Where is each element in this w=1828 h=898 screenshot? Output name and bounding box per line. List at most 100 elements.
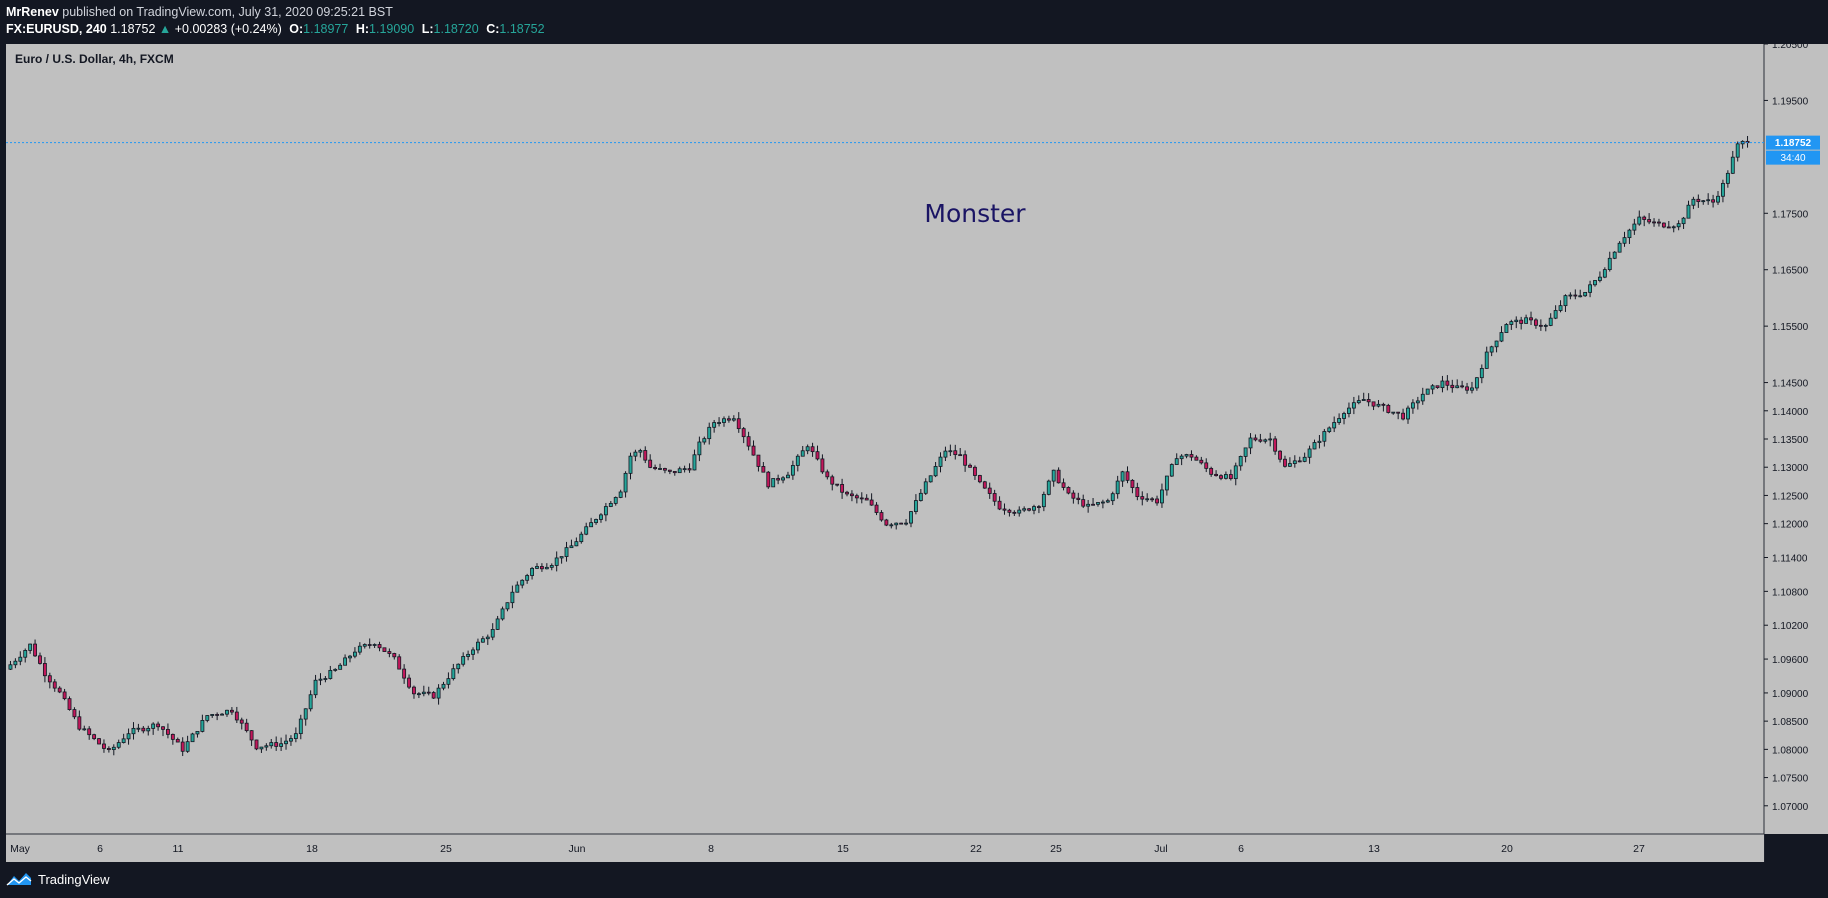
candle-body-up — [1032, 506, 1036, 511]
candle — [23, 648, 28, 663]
candle — [1184, 453, 1189, 459]
candle-body-down — [968, 464, 972, 468]
candle-body-up — [1602, 269, 1607, 278]
candle — [539, 563, 544, 572]
candle — [790, 460, 795, 480]
candle-body-down — [958, 454, 963, 457]
chart-area[interactable]: 1.07000 1.07500 1.08000 1.08500 1.09000 1.096… — [0, 44, 1828, 862]
candle — [1189, 450, 1194, 461]
candle — [672, 471, 677, 476]
candle-body-up — [1484, 351, 1489, 369]
candle-body-down — [1538, 324, 1543, 327]
candle — [1632, 218, 1637, 235]
candle — [850, 490, 854, 502]
candle-body-down — [653, 467, 658, 470]
candle — [830, 474, 835, 491]
candle — [456, 663, 461, 674]
candle — [520, 579, 525, 589]
time-axis[interactable] — [6, 834, 1764, 862]
candle — [466, 650, 471, 661]
candle — [859, 492, 864, 504]
candle — [1105, 498, 1110, 504]
candle-body-up — [471, 649, 475, 655]
candle-body-up — [1243, 447, 1248, 457]
candle-body-up — [1086, 503, 1091, 507]
candle — [471, 647, 475, 660]
candle — [72, 707, 77, 720]
candle-body-up — [599, 514, 603, 520]
y-tick-label: 1.12000 — [1772, 520, 1809, 531]
candle — [1666, 220, 1671, 229]
candle-body-up — [1479, 367, 1484, 379]
candle — [1730, 150, 1735, 174]
candle — [1578, 289, 1583, 298]
candle — [480, 636, 485, 643]
candle-body-down — [672, 471, 677, 474]
candle-body-down — [667, 469, 672, 472]
candle — [1514, 316, 1519, 329]
candle-body-up — [697, 441, 702, 456]
candle-body-up — [1046, 480, 1051, 495]
candle-body-up — [677, 468, 682, 474]
candle-body-down — [1371, 401, 1376, 407]
candle — [1721, 179, 1725, 203]
candle-body-up — [795, 455, 800, 466]
candle — [1322, 428, 1327, 447]
candle-body-up — [1425, 388, 1430, 395]
candle — [736, 412, 741, 433]
tradingview-logo[interactable]: TradingView — [6, 871, 110, 887]
candle — [825, 469, 830, 480]
candle-body-up — [1716, 195, 1720, 203]
candle — [697, 436, 702, 462]
candle-body-up — [480, 638, 485, 643]
candle-body-up — [1563, 295, 1568, 307]
open-value: 1.18977 — [303, 22, 349, 36]
y-tick-label: 1.09000 — [1772, 689, 1809, 700]
candle — [948, 444, 953, 456]
candle — [1509, 319, 1514, 330]
candle — [968, 463, 972, 468]
candle — [1027, 507, 1032, 512]
candlestick-chart[interactable]: 1.07000 1.07500 1.08000 1.08500 1.09000 1.096… — [0, 44, 1828, 862]
candle-body-up — [549, 565, 554, 568]
plot-area[interactable] — [6, 44, 1764, 834]
candle-body-up — [126, 733, 131, 740]
candle — [579, 531, 584, 544]
candle — [313, 674, 318, 699]
monster-annotation[interactable]: Monster — [924, 199, 1026, 228]
current-price-tag: 1.18752 34:40 — [1766, 135, 1820, 165]
candle-body-up — [1558, 305, 1563, 311]
candle-body-up — [348, 655, 352, 659]
low-label: L: — [421, 22, 434, 36]
candle-body-down — [1209, 467, 1214, 475]
candle-body-up — [1499, 332, 1504, 342]
candle-body-up — [323, 678, 328, 680]
candle-body-up — [23, 650, 28, 658]
author-name[interactable]: MrRenev — [6, 5, 59, 19]
candle — [382, 647, 387, 652]
candle-body-up — [151, 723, 156, 729]
candle-body-up — [1730, 156, 1735, 174]
candle — [1091, 497, 1095, 506]
symbol-info: FX:EURUSD, 240 1.18752 ▲ +0.00283 (+0.24… — [6, 22, 545, 36]
candle-body-up — [146, 727, 151, 732]
price-axis[interactable] — [1764, 44, 1828, 834]
candle-body-down — [412, 686, 416, 695]
candle-body-up — [205, 715, 210, 721]
candle — [741, 427, 746, 444]
candle — [1145, 493, 1150, 502]
candle-body-down — [87, 728, 92, 736]
candle — [402, 664, 407, 684]
candle-body-up — [618, 491, 623, 498]
symbol-name[interactable]: FX:EURUSD, 240 — [6, 22, 107, 36]
x-tick-label: 8 — [708, 843, 714, 855]
candle — [52, 679, 57, 692]
candle — [613, 496, 618, 506]
candle-body-down — [215, 714, 220, 716]
candle-body-up — [1509, 321, 1514, 325]
candle-body-down — [161, 726, 165, 730]
candle — [377, 641, 382, 652]
candle-body-down — [1460, 385, 1465, 388]
candle-body-up — [1160, 489, 1164, 504]
candle — [1627, 228, 1632, 244]
